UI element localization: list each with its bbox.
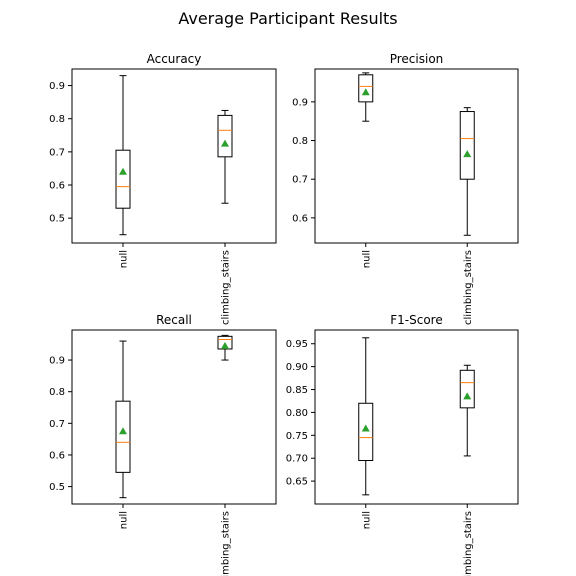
y-tick-label: 0.6: [49, 450, 65, 461]
box-iqr: [115, 400, 131, 473]
mean-marker: [361, 88, 370, 96]
y-tick-label: 0.70: [286, 454, 308, 465]
x-tick-label: climbing_stairs: [221, 511, 232, 576]
box-iqr: [217, 335, 233, 350]
y-tick-label: 0.6: [49, 181, 65, 192]
axes-frame: [314, 329, 519, 505]
x-tick-label: null: [361, 511, 372, 529]
x-tick-label: null: [361, 250, 372, 268]
subplot-recall: Recall 0.5 0.6 0.7 0.8 0.9 null climbing_stairs: [49, 313, 277, 576]
box-null: [358, 337, 374, 496]
y-tick-label: 0.8: [49, 387, 65, 398]
box-climbing_stairs: [459, 107, 475, 236]
box-iqr: [358, 74, 374, 103]
mean-marker: [463, 392, 472, 400]
box-iqr: [115, 149, 131, 209]
y-tick-label: 0.5: [49, 482, 65, 493]
subplot-f1-score: F1-Score 0.65 0.70 0.75 0.80 0.85 0.90 0.95 null…: [286, 313, 519, 576]
subplot-title: Precision: [390, 52, 444, 66]
axes-frame: [314, 68, 519, 244]
axes-frame: [71, 329, 277, 505]
y-tick-label: 0.6: [292, 213, 308, 224]
y-tick-label: 0.65: [286, 477, 308, 488]
y-tick-label: 0.7: [49, 147, 65, 158]
y-tick-label: 0.7: [49, 419, 65, 430]
y-tick-label: 0.8: [49, 114, 65, 125]
x-tick-label: null: [119, 511, 130, 529]
mean-marker: [221, 341, 229, 349]
subplot-title: Recall: [156, 313, 192, 327]
box-null: [358, 72, 374, 122]
x-tick-label: climbing_stairs: [221, 250, 232, 325]
y-tick-label: 0.80: [286, 408, 308, 419]
box-null: [115, 340, 131, 499]
mean-marker: [119, 427, 127, 435]
x-tick-label: climbing_stairs: [463, 511, 474, 576]
y-tick-label: 0.85: [286, 385, 308, 396]
y-tick-label: 0.9: [292, 97, 308, 108]
x-tick-label: climbing_stairs: [463, 250, 474, 325]
y-tick-label: 0.5: [49, 214, 65, 225]
box-iqr: [459, 111, 475, 180]
box-climbing_stairs: [217, 334, 233, 361]
y-tick-label: 0.8: [292, 136, 308, 147]
subplots: Accuracy 0.5 0.6 0.7 0.8 0.9 null climbing_stai…: [49, 52, 519, 576]
subplot-title: F1-Score: [390, 313, 442, 327]
x-tick-label: null: [119, 250, 130, 268]
mean-marker: [463, 150, 472, 158]
y-tick-label: 0.7: [292, 175, 308, 186]
y-tick-label: 0.95: [286, 339, 308, 350]
box-climbing_stairs: [459, 364, 475, 457]
subplot-precision: Precision 0.6 0.7 0.8 0.9 null climbing_stairs: [292, 52, 519, 325]
box-iqr: [217, 114, 233, 158]
mean-marker: [119, 167, 127, 175]
box-iqr: [358, 402, 374, 461]
y-tick-label: 0.9: [49, 81, 65, 92]
figure-title: Average Participant Results: [178, 9, 397, 28]
subplot-title: Accuracy: [147, 52, 202, 66]
subplot-accuracy: Accuracy 0.5 0.6 0.7 0.8 0.9 null climbing_stai…: [49, 52, 277, 325]
y-tick-label: 0.75: [286, 431, 308, 442]
box-climbing_stairs: [217, 109, 233, 204]
axes-frame: [71, 68, 277, 244]
box-iqr: [459, 369, 475, 409]
y-tick-label: 0.90: [286, 362, 308, 373]
box-null: [115, 75, 131, 236]
y-tick-label: 0.9: [49, 356, 65, 367]
mean-marker: [361, 424, 370, 432]
mean-marker: [221, 139, 229, 147]
